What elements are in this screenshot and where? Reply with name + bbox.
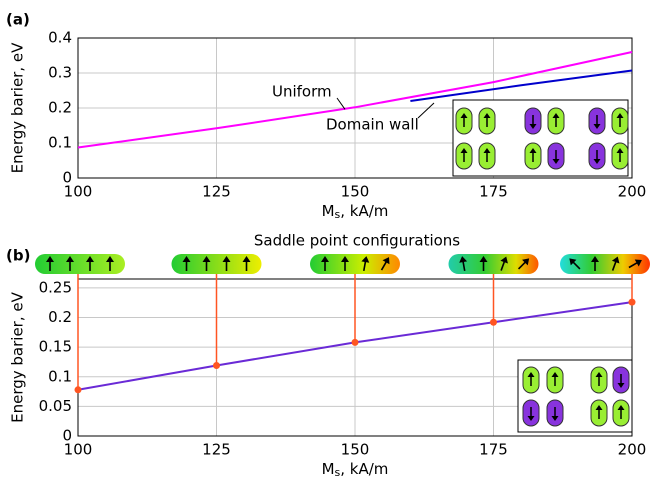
y-tick-label: 0.25 xyxy=(39,278,72,296)
point xyxy=(352,339,359,346)
y-tick-label: 0.05 xyxy=(39,397,72,415)
point xyxy=(490,319,497,326)
x-tick-label: 150 xyxy=(341,441,370,459)
x-tick-label: 100 xyxy=(64,183,93,201)
x-tick-label: 150 xyxy=(341,183,370,201)
x-axis-label-main: M xyxy=(322,460,335,478)
x-tick-label: 100 xyxy=(64,441,93,459)
chart-title: Saddle point configurations xyxy=(254,232,460,250)
x-axis-label: Ms, kA/m xyxy=(322,202,389,222)
point xyxy=(213,362,220,369)
x-axis-label-rest: , kA/m xyxy=(340,202,388,220)
y-tick-label: 0.15 xyxy=(39,338,72,356)
panel-label: (a) xyxy=(6,11,30,29)
x-axis-label-rest: , kA/m xyxy=(340,460,388,478)
panel-label: (b) xyxy=(6,247,30,265)
saddle-config xyxy=(172,254,262,274)
annotation: Uniform xyxy=(272,83,332,101)
y-tick-label: 0.1 xyxy=(48,367,72,385)
annotation-leader xyxy=(418,103,434,118)
x-tick-label: 200 xyxy=(618,183,647,201)
x-tick-label: 175 xyxy=(479,441,508,459)
x-axis-label: Ms, kA/m xyxy=(322,460,389,480)
x-tick-label: 125 xyxy=(202,441,231,459)
point xyxy=(629,299,636,306)
figure: 00.10.20.30.4100125150175200Energy barie… xyxy=(0,0,653,489)
x-tick-label: 125 xyxy=(202,183,231,201)
annotation: Domain wall xyxy=(326,116,419,134)
saddle-config xyxy=(35,254,125,274)
point xyxy=(75,386,82,393)
x-tick-label: 175 xyxy=(479,183,508,201)
x-tick-label: 200 xyxy=(618,441,647,459)
y-tick-label: 0.2 xyxy=(48,99,72,117)
x-axis-label-main: M xyxy=(322,202,335,220)
y-tick-label: 0.4 xyxy=(48,29,72,47)
saddle-config xyxy=(310,254,400,274)
y-tick-label: 0.3 xyxy=(48,64,72,82)
y-axis-label: Energy barier, eV xyxy=(9,291,27,422)
y-tick-label: 0.2 xyxy=(48,308,72,326)
y-axis-label: Energy barier, eV xyxy=(9,42,27,173)
y-tick-label: 0.1 xyxy=(48,134,72,152)
